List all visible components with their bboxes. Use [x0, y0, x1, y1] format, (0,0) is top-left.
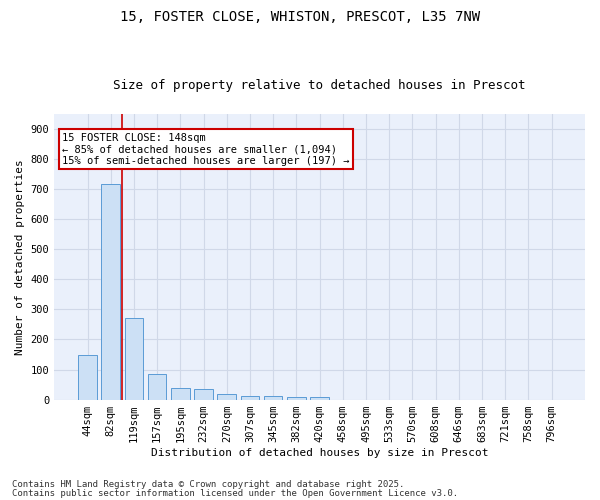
Bar	[125, 318, 143, 400]
Text: 15, FOSTER CLOSE, WHISTON, PRESCOT, L35 7NW: 15, FOSTER CLOSE, WHISTON, PRESCOT, L35 …	[120, 10, 480, 24]
Bar	[101, 184, 120, 400]
Title: Size of property relative to detached houses in Prescot: Size of property relative to detached ho…	[113, 79, 526, 92]
Bar	[194, 389, 213, 400]
Text: Contains HM Land Registry data © Crown copyright and database right 2025.: Contains HM Land Registry data © Crown c…	[12, 480, 404, 489]
Text: 15 FOSTER CLOSE: 148sqm
← 85% of detached houses are smaller (1,094)
15% of semi: 15 FOSTER CLOSE: 148sqm ← 85% of detache…	[62, 132, 350, 166]
X-axis label: Distribution of detached houses by size in Prescot: Distribution of detached houses by size …	[151, 448, 488, 458]
Text: Contains public sector information licensed under the Open Government Licence v3: Contains public sector information licen…	[12, 489, 458, 498]
Bar	[241, 396, 259, 400]
Bar	[217, 394, 236, 400]
Bar	[264, 396, 283, 400]
Bar	[171, 388, 190, 400]
Y-axis label: Number of detached properties: Number of detached properties	[15, 159, 25, 354]
Bar	[310, 397, 329, 400]
Bar	[78, 355, 97, 400]
Bar	[148, 374, 166, 400]
Bar	[287, 397, 305, 400]
